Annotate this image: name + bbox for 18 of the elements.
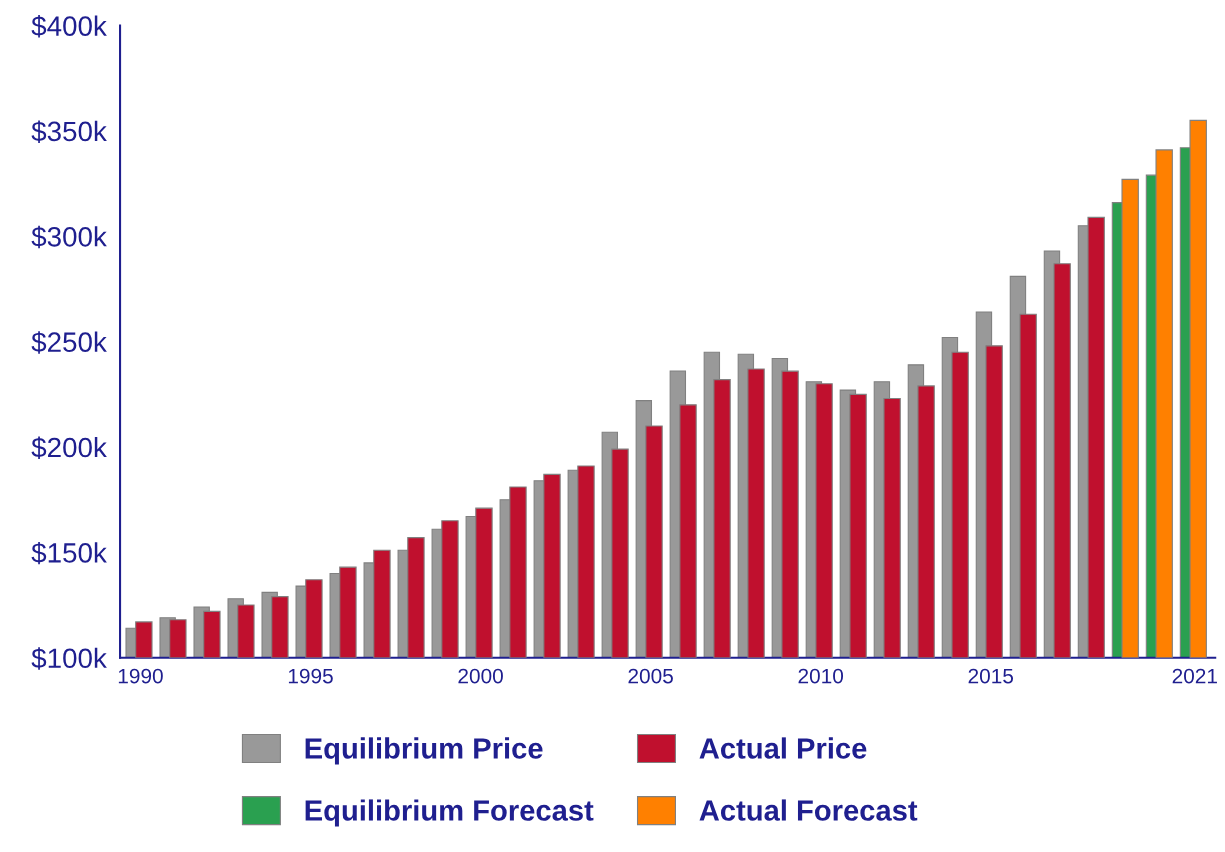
y-tick-label: $150k [31,541,107,565]
y-tick-label: $200k [31,436,107,460]
x-tick-label: 1995 [288,668,333,684]
y-tick-label: $250k [31,331,107,354]
y-tick-label: $350k [31,120,107,143]
legend-label: Actual Price [699,737,867,759]
x-tick-label: 2021 [1172,668,1217,684]
legend-label: Equilibrium Price [305,737,543,765]
x-tick-label: 2000 [458,668,503,684]
legend-label: Actual Forecast [699,799,918,821]
x-tick-label: 2005 [628,668,673,684]
y-tick-label: $100k [31,647,107,670]
x-tick-label: 2015 [968,668,1014,684]
y-tick-label: $400k [31,15,107,38]
legend-label: Equilibrium Forecast [305,799,594,827]
y-tick-label: $300k [31,225,107,249]
x-tick-label: 1990 [118,668,163,684]
x-tick-label: 2010 [798,668,844,684]
